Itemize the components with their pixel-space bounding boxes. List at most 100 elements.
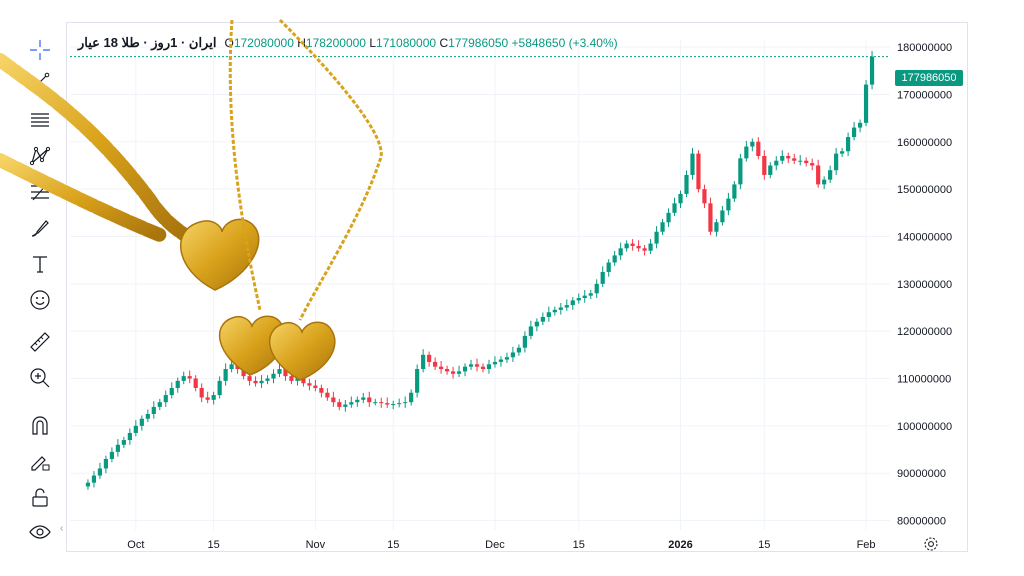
- candle-body: [385, 403, 390, 405]
- candle-body: [444, 369, 450, 372]
- x-tick-label: 2026: [668, 539, 692, 551]
- candle: [361, 392, 366, 404]
- candle-body: [211, 395, 216, 400]
- candle: [391, 400, 396, 410]
- emoji-tool[interactable]: [22, 286, 58, 314]
- candle: [439, 360, 444, 374]
- crosshair-tool[interactable]: [22, 36, 58, 64]
- candle: [379, 397, 384, 408]
- candle-body: [486, 364, 492, 370]
- hide-tool[interactable]: [22, 518, 58, 546]
- y-tick-label: 110000000: [897, 374, 951, 386]
- candle-body: [492, 361, 498, 365]
- candle: [786, 152, 791, 164]
- candle-body: [379, 402, 384, 404]
- candle-body: [666, 212, 671, 223]
- candle-body: [265, 378, 270, 381]
- candle: [409, 389, 414, 406]
- candle: [804, 157, 809, 167]
- trend-line-tool[interactable]: [22, 68, 58, 96]
- ruler-tool[interactable]: [22, 328, 58, 356]
- time-axis[interactable]: Oct 15 Nov 15 Dec 15 2026 15 Feb: [127, 539, 875, 551]
- emoji-icon: [30, 290, 50, 310]
- fib-icon: [31, 183, 49, 201]
- candle-body: [834, 153, 839, 171]
- candle-body: [427, 354, 432, 362]
- candle-body: [337, 402, 342, 407]
- horizontal-lines-tool[interactable]: [22, 106, 58, 134]
- chart-frame[interactable]: [66, 22, 968, 552]
- candle: [576, 293, 581, 304]
- chart-legend: ایران · 1روز · طلا 18 عیار O172080000 H1…: [78, 34, 618, 52]
- candle: [355, 396, 360, 407]
- fib-tool[interactable]: [22, 178, 58, 206]
- symbol-title[interactable]: ایران · 1روز · طلا 18 عیار: [78, 35, 217, 50]
- settings-icon[interactable]: [922, 535, 940, 553]
- candle-body: [756, 141, 761, 156]
- candle: [504, 352, 510, 363]
- candle: [792, 153, 797, 165]
- candle-body: [319, 387, 324, 393]
- candle-body: [85, 482, 91, 487]
- text-icon: [33, 256, 47, 273]
- candle: [181, 371, 186, 385]
- price-axis[interactable]: 80000000 90000000 100000000 110000000 120000…: [897, 42, 952, 527]
- candle: [516, 344, 521, 356]
- collapse-toolbar-handle[interactable]: ‹: [60, 522, 64, 534]
- lock-drawings-tool[interactable]: [22, 448, 58, 476]
- candle: [624, 240, 629, 252]
- candle-body: [121, 440, 126, 445]
- candle-body: [409, 392, 414, 403]
- brush-tool[interactable]: [22, 214, 58, 242]
- candle: [630, 239, 635, 251]
- candle-body: [606, 262, 611, 272]
- candle: [558, 302, 563, 315]
- unlock-tool[interactable]: [22, 484, 58, 512]
- low-value: 171080000: [376, 36, 437, 50]
- candle-body: [187, 376, 192, 379]
- candle-body: [271, 373, 276, 379]
- candle: [91, 471, 97, 488]
- candle: [133, 420, 138, 437]
- candle-body: [295, 378, 300, 381]
- candle: [732, 181, 737, 202]
- candle-body: [355, 399, 360, 403]
- candle: [618, 242, 623, 261]
- candle: [528, 320, 533, 340]
- low-label: L: [369, 36, 377, 50]
- magnet-tool[interactable]: [22, 412, 58, 440]
- candle-body: [403, 402, 408, 404]
- candle: [319, 384, 324, 398]
- text-tool[interactable]: [22, 250, 58, 278]
- candle: [738, 153, 743, 190]
- candle-body: [624, 243, 629, 249]
- candle: [750, 138, 755, 152]
- x-tick-label: Dec: [485, 539, 505, 551]
- candle-body: [804, 160, 809, 164]
- candle: [325, 388, 330, 401]
- zoom-in-tool[interactable]: [22, 364, 58, 392]
- pattern-tool[interactable]: [22, 142, 58, 170]
- candle-body: [127, 432, 132, 441]
- candle: [427, 351, 432, 367]
- candle-body: [241, 369, 246, 377]
- candle-body: [840, 151, 845, 154]
- candle-body: [103, 458, 109, 469]
- candle: [295, 372, 300, 386]
- candle: [582, 289, 587, 303]
- candle-body: [851, 127, 857, 138]
- candle: [828, 165, 833, 183]
- candle-body: [828, 170, 833, 180]
- candle: [229, 360, 234, 373]
- candle-body: [217, 380, 222, 396]
- candle: [247, 372, 252, 386]
- candle-body: [157, 402, 162, 407]
- candle-body: [546, 312, 551, 317]
- candle-body: [696, 153, 701, 190]
- candle: [834, 147, 839, 175]
- horizontal-lines-icon: [31, 113, 49, 127]
- magnet-icon: [32, 416, 48, 435]
- candle: [139, 415, 144, 431]
- candle: [349, 396, 354, 408]
